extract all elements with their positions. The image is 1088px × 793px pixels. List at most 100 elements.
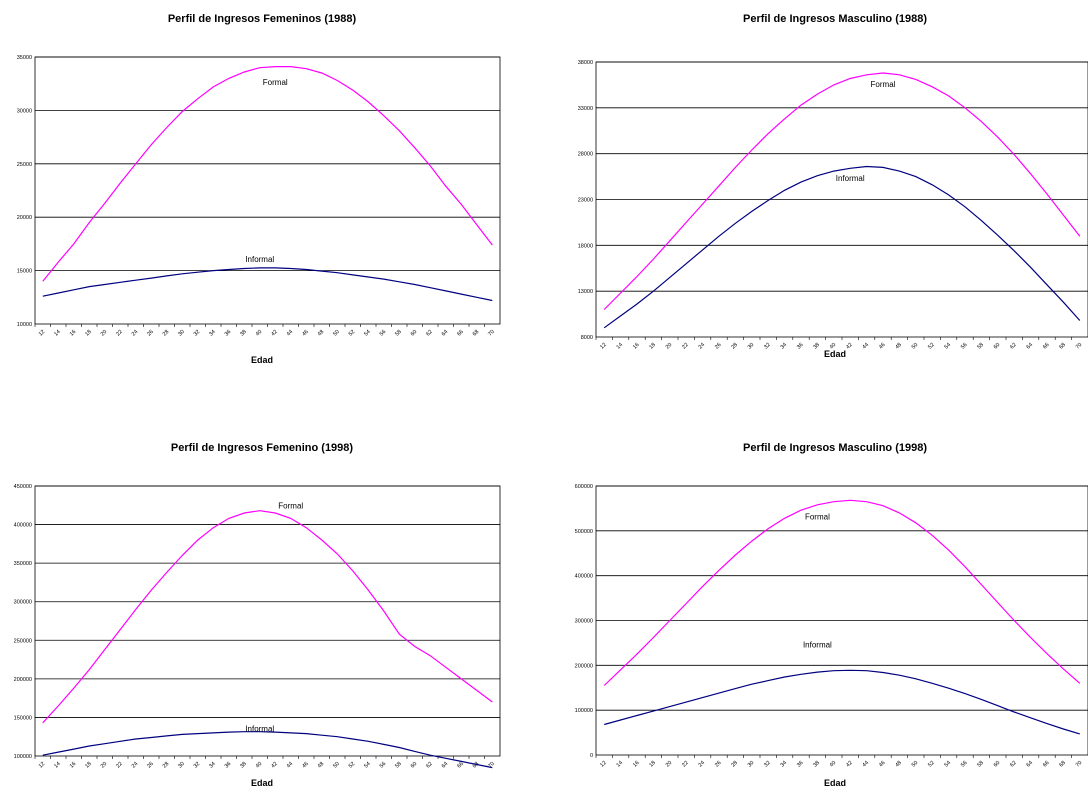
x-tick-label: 54: [363, 761, 372, 770]
x-tick-label: 12: [38, 329, 47, 338]
x-tick-label: 20: [665, 760, 674, 769]
x-tick-label: 48: [894, 342, 903, 351]
x-tick-label: 68: [1058, 760, 1067, 769]
x-tick-label: 16: [632, 760, 641, 769]
y-tick-label: 35000: [17, 55, 32, 61]
x-tick-label: 42: [270, 329, 279, 338]
x-tick-label: 26: [146, 761, 155, 770]
x-tick-label: 36: [796, 760, 805, 769]
x-tick-label: 12: [38, 761, 47, 770]
y-tick-label: 200000: [575, 663, 593, 669]
x-tick-label: 70: [487, 761, 496, 770]
x-tick-label: 66: [456, 761, 465, 770]
x-tick-label: 20: [100, 329, 109, 338]
x-tick-label: 62: [1009, 342, 1018, 351]
x-tick-label: 22: [681, 342, 690, 351]
x-tick-label: 24: [698, 760, 707, 769]
y-tick-label: 30000: [17, 108, 32, 114]
y-tick-label: 100000: [14, 754, 32, 760]
y-tick-label: 100000: [575, 708, 593, 714]
x-tick-label: 50: [911, 342, 920, 351]
x-tick-label: 30: [177, 329, 186, 338]
x-tick-label: 38: [239, 329, 248, 338]
x-tick-label: 34: [208, 761, 217, 770]
x-tick-label: 32: [763, 342, 772, 351]
x-tick-label: 28: [730, 342, 739, 351]
y-tick-label: 350000: [14, 561, 32, 567]
chart-1: Perfil de Ingresos Femeninos (1988) 10000…: [17, 13, 501, 365]
x-tick-label: 62: [425, 329, 434, 338]
x-tick-label: 40: [255, 761, 264, 770]
x-tick-label: 36: [796, 342, 805, 351]
x-tick-label: 44: [862, 342, 871, 351]
series-annotation: Informal: [245, 255, 274, 264]
series-annotation: Informal: [836, 174, 865, 183]
y-tick-label: 38000: [578, 60, 593, 66]
x-tick-label: 64: [441, 329, 450, 338]
x-tick-label: 36: [224, 329, 233, 338]
y-tick-label: 33000: [578, 106, 593, 112]
series-line-formal: [603, 499, 1081, 686]
x-tick-label: 18: [84, 761, 93, 770]
x-tick-label: 66: [456, 329, 465, 338]
x-tick-label: 48: [317, 761, 326, 770]
x-tick-label: 64: [441, 761, 450, 770]
x-tick-label: 34: [780, 760, 789, 769]
x-tick-label: 16: [632, 342, 641, 351]
x-tick-label: 54: [944, 342, 953, 351]
series-line-informal: [604, 669, 1080, 735]
x-tick-label: 56: [960, 760, 969, 769]
y-tick-label: 28000: [578, 152, 593, 158]
x-tick-label: 48: [894, 760, 903, 769]
y-tick-label: 18000: [578, 243, 593, 249]
x-tick-label: 20: [665, 342, 674, 351]
x-axis-label: Edad: [251, 778, 273, 788]
x-tick-label: 14: [616, 342, 625, 351]
x-tick-label: 64: [1026, 760, 1035, 769]
x-tick-label: 44: [286, 329, 295, 338]
chart-title: Perfil de Ingresos Femeninos (1988): [168, 13, 357, 25]
x-tick-label: 22: [115, 761, 124, 770]
x-tick-label: 26: [714, 342, 723, 351]
x-tick-label: 38: [812, 342, 821, 351]
y-tick-label: 450000: [14, 484, 32, 490]
y-tick-label: 300000: [575, 619, 593, 625]
x-axis-label: Edad: [251, 355, 273, 365]
x-tick-label: 12: [599, 342, 608, 351]
y-tick-label: 20000: [17, 215, 32, 221]
x-tick-label: 14: [53, 761, 62, 770]
x-tick-label: 58: [976, 760, 985, 769]
x-tick-label: 60: [993, 760, 1002, 769]
x-tick-label: 46: [301, 761, 310, 770]
y-tick-label: 300000: [14, 600, 32, 606]
x-axis-label: Edad: [824, 349, 846, 359]
y-tick-label: 500000: [575, 529, 593, 535]
x-tick-label: 32: [763, 760, 772, 769]
x-tick-label: 42: [845, 342, 854, 351]
x-tick-label: 30: [747, 342, 756, 351]
series-line-informal: [42, 267, 493, 302]
y-tick-label: 400000: [575, 574, 593, 580]
x-tick-label: 68: [472, 329, 481, 338]
x-tick-label: 52: [927, 760, 936, 769]
x-tick-label: 48: [317, 329, 326, 338]
x-tick-label: 28: [162, 329, 171, 338]
x-tick-label: 28: [730, 760, 739, 769]
y-tick-label: 400000: [14, 523, 32, 529]
x-tick-label: 70: [1075, 342, 1084, 351]
x-tick-label: 12: [599, 760, 608, 769]
x-axis-label: Edad: [824, 778, 846, 788]
x-tick-label: 68: [1058, 342, 1067, 351]
x-tick-label: 52: [348, 329, 357, 338]
chart-title: Perfil de Ingresos Masculino (1998): [743, 442, 927, 454]
y-tick-label: 250000: [14, 638, 32, 644]
x-tick-label: 24: [131, 329, 140, 338]
x-tick-label: 22: [681, 760, 690, 769]
x-tick-label: 40: [829, 342, 838, 351]
x-tick-label: 34: [208, 329, 217, 338]
plot-area: [34, 485, 501, 757]
x-tick-label: 14: [616, 760, 625, 769]
x-tick-label: 46: [878, 760, 887, 769]
series-annotation: Informal: [245, 724, 274, 733]
series-line-formal: [42, 510, 493, 724]
